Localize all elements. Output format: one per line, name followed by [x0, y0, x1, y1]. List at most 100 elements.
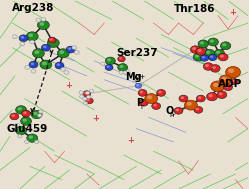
Circle shape — [85, 91, 90, 94]
Circle shape — [83, 98, 85, 99]
Circle shape — [145, 94, 158, 103]
Circle shape — [32, 70, 34, 71]
Circle shape — [224, 84, 233, 91]
Circle shape — [20, 42, 25, 46]
Circle shape — [86, 95, 91, 99]
Circle shape — [61, 67, 66, 71]
Circle shape — [107, 65, 110, 68]
Circle shape — [228, 68, 234, 73]
Circle shape — [179, 95, 188, 102]
Circle shape — [211, 81, 225, 91]
Circle shape — [87, 99, 90, 101]
Circle shape — [210, 55, 213, 58]
Text: Thr186: Thr186 — [174, 4, 215, 14]
Circle shape — [196, 95, 205, 102]
Circle shape — [157, 90, 166, 96]
Circle shape — [10, 113, 19, 120]
Circle shape — [203, 63, 213, 70]
Circle shape — [37, 21, 49, 29]
Circle shape — [62, 68, 63, 70]
Circle shape — [214, 49, 225, 57]
Circle shape — [12, 35, 17, 39]
Circle shape — [198, 40, 208, 48]
Circle shape — [90, 90, 92, 91]
Text: Pr: Pr — [170, 113, 176, 118]
Circle shape — [210, 65, 220, 72]
Circle shape — [25, 66, 30, 69]
Circle shape — [22, 110, 30, 117]
Circle shape — [222, 43, 226, 46]
Circle shape — [119, 57, 122, 59]
Text: +: + — [127, 136, 134, 146]
Circle shape — [208, 54, 217, 61]
Circle shape — [59, 50, 64, 54]
Circle shape — [123, 71, 127, 74]
Circle shape — [43, 45, 47, 48]
Circle shape — [185, 100, 197, 110]
Circle shape — [79, 91, 84, 94]
Text: 2+: 2+ — [135, 74, 145, 80]
Circle shape — [158, 91, 162, 93]
Circle shape — [16, 126, 27, 135]
Circle shape — [40, 22, 44, 26]
Circle shape — [120, 65, 124, 68]
Circle shape — [42, 18, 44, 20]
Circle shape — [187, 102, 192, 106]
Circle shape — [18, 135, 20, 136]
Text: T: T — [140, 105, 144, 110]
Circle shape — [27, 134, 38, 142]
Circle shape — [84, 102, 86, 104]
Circle shape — [40, 60, 52, 69]
Circle shape — [208, 94, 213, 97]
Circle shape — [86, 92, 88, 93]
Circle shape — [101, 62, 105, 65]
Circle shape — [226, 67, 241, 78]
Circle shape — [213, 83, 219, 87]
Circle shape — [29, 136, 33, 139]
Text: +: + — [230, 8, 237, 17]
Circle shape — [200, 55, 209, 61]
Circle shape — [17, 128, 22, 131]
Text: ADP: ADP — [218, 79, 243, 89]
Circle shape — [138, 90, 147, 96]
Circle shape — [37, 114, 42, 117]
Circle shape — [34, 140, 39, 144]
Circle shape — [80, 96, 82, 97]
Circle shape — [22, 119, 27, 122]
Circle shape — [206, 92, 217, 101]
Text: Ser237: Ser237 — [116, 48, 158, 58]
Circle shape — [135, 83, 141, 88]
Circle shape — [19, 35, 28, 42]
Circle shape — [50, 38, 53, 41]
Circle shape — [29, 61, 38, 68]
Text: Glu459: Glu459 — [6, 124, 48, 134]
Circle shape — [74, 50, 79, 54]
Circle shape — [17, 107, 22, 110]
Circle shape — [13, 36, 15, 37]
Circle shape — [28, 33, 33, 37]
Circle shape — [219, 92, 223, 95]
Circle shape — [124, 71, 125, 73]
Circle shape — [190, 46, 200, 53]
Circle shape — [33, 112, 38, 115]
Circle shape — [202, 56, 205, 59]
Circle shape — [118, 56, 125, 62]
Circle shape — [39, 110, 43, 113]
Circle shape — [194, 106, 203, 113]
Circle shape — [107, 58, 111, 61]
Circle shape — [26, 32, 38, 41]
Circle shape — [200, 41, 204, 44]
Circle shape — [48, 37, 56, 43]
Circle shape — [218, 53, 228, 61]
Circle shape — [31, 69, 36, 73]
Circle shape — [232, 80, 235, 82]
Circle shape — [120, 71, 122, 73]
Circle shape — [80, 95, 84, 98]
Circle shape — [41, 44, 50, 51]
Circle shape — [25, 140, 29, 144]
Circle shape — [195, 54, 199, 58]
Circle shape — [39, 111, 41, 112]
Circle shape — [25, 141, 27, 142]
Circle shape — [16, 124, 18, 125]
Circle shape — [23, 111, 27, 114]
